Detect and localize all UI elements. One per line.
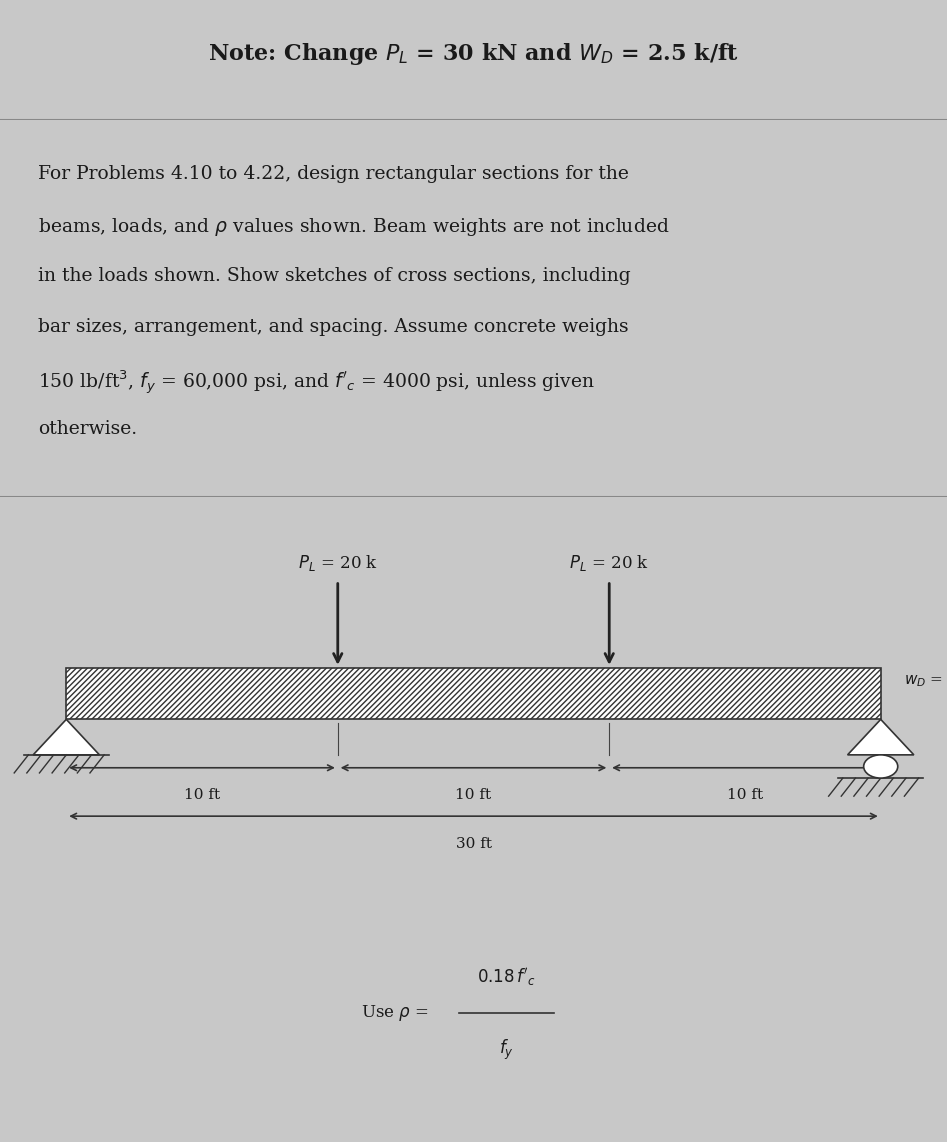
Text: 10 ft: 10 ft <box>456 788 491 803</box>
Text: in the loads shown. Show sketches of cross sections, including: in the loads shown. Show sketches of cro… <box>38 267 631 284</box>
Text: otherwise.: otherwise. <box>38 419 137 437</box>
Text: Use $\rho$ =: Use $\rho$ = <box>362 1003 431 1023</box>
Text: $f_y$: $f_y$ <box>499 1037 514 1062</box>
Text: Note: Change $P_L$ = 30 kN and $W_D$ = 2.5 k/ft: Note: Change $P_L$ = 30 kN and $W_D$ = 2… <box>208 41 739 67</box>
Text: $P_L$ = 20 k: $P_L$ = 20 k <box>569 553 650 573</box>
Text: bar sizes, arrangement, and spacing. Assume concrete weighs: bar sizes, arrangement, and spacing. Ass… <box>38 317 629 336</box>
Text: 10 ft: 10 ft <box>184 788 220 803</box>
Polygon shape <box>33 719 99 755</box>
Bar <box>66 668 881 719</box>
Text: $P_L$ = 20 k: $P_L$ = 20 k <box>297 553 378 573</box>
Text: $0.18\,f'_c$: $0.18\,f'_c$ <box>477 966 536 989</box>
Text: $w_D$ = 1.5 k/ft: $w_D$ = 1.5 k/ft <box>904 671 947 689</box>
Text: 10 ft: 10 ft <box>727 788 763 803</box>
Circle shape <box>864 755 898 778</box>
Text: For Problems 4.10 to 4.22, design rectangular sections for the: For Problems 4.10 to 4.22, design rectan… <box>38 166 629 183</box>
Polygon shape <box>848 719 914 755</box>
Text: 150 lb/ft$^3$, $f_y$ = 60,000 psi, and $f'_c$ = 4000 psi, unless given: 150 lb/ft$^3$, $f_y$ = 60,000 psi, and $… <box>38 369 595 396</box>
Text: 30 ft: 30 ft <box>456 837 491 851</box>
Text: beams, loads, and $\rho$ values shown. Beam weights are not included: beams, loads, and $\rho$ values shown. B… <box>38 216 670 238</box>
